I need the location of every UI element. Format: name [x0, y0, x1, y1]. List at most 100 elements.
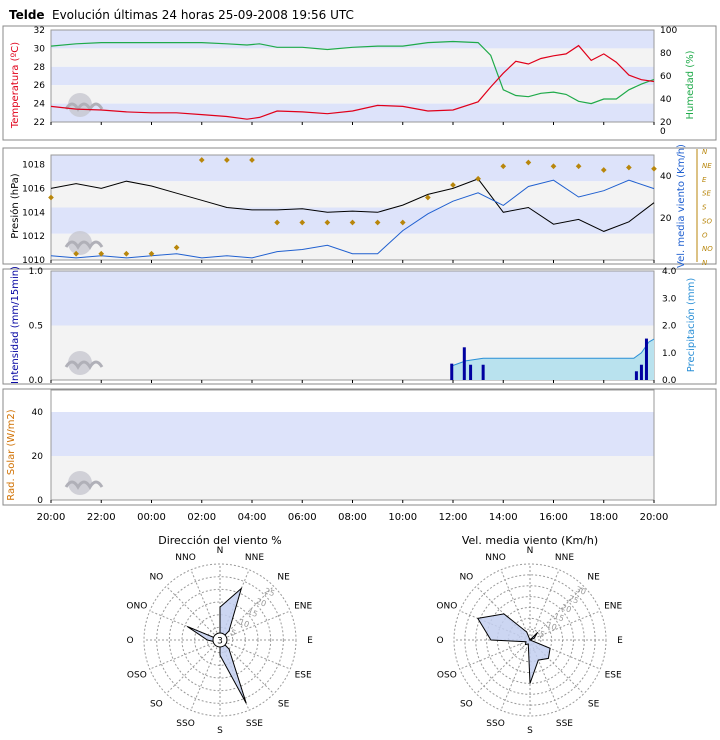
rose-spoke	[529, 585, 585, 641]
rose-spoke	[149, 639, 221, 670]
rose-ring	[168, 588, 272, 692]
wind-direction-point	[475, 175, 481, 182]
logo-watermark-icon	[64, 351, 104, 375]
radiation-axis-label: Rad. Solar (W/m2)	[6, 409, 17, 500]
logo-watermark-icon	[64, 360, 104, 370]
radiation-tick-label: 40	[32, 408, 44, 418]
humidity-tick-label: 0	[660, 127, 666, 137]
rose-ring-label: 20	[255, 597, 268, 609]
temperature-tick-labels: 22 24 26 28 30 32 020 40 60 80 100	[34, 26, 678, 137]
temperature-tick-label: 32	[34, 26, 45, 36]
temperature-band	[51, 66, 654, 86]
rose-ring	[453, 563, 607, 717]
wind-direction-tick-label: NO	[702, 245, 713, 253]
rose-ring-label: 5	[538, 629, 546, 639]
rose-ring	[475, 585, 585, 695]
rose-direction-label: ONO	[126, 602, 147, 612]
time-tick-label: 16:00	[539, 512, 568, 523]
wind-direction-tick-label: O	[702, 231, 708, 239]
wind-direction-point	[425, 194, 431, 201]
panel-temperature-humidity: 22 24 26 28 30 32 020 40 60 80 100 Temperatura (ºC…	[2, 25, 717, 141]
rose-ring	[156, 576, 284, 704]
logo-watermark-icon	[64, 480, 104, 490]
rose-direction-label: SO	[460, 700, 473, 710]
intensity-bar	[634, 371, 638, 380]
rose-direction-label: SSE	[246, 719, 263, 729]
rose-direction-label: SE	[278, 700, 290, 710]
wind-direction-point	[550, 163, 557, 170]
temperature-tick-label: 26	[34, 81, 46, 91]
wind-direction-point	[651, 165, 657, 172]
wind-direction-point	[148, 250, 155, 257]
intensity-tick-label: 1.0	[29, 267, 44, 277]
panel-precipitation: 0.0 0.5 1.0 0.0 1.0 2.0 3.0 4.0 Intensidad (mm/…	[2, 266, 717, 386]
station-name: Telde	[9, 8, 45, 22]
radiation-bands	[50, 389, 655, 503]
precip-total-tick-label: 2.0	[662, 322, 677, 332]
rose-ring-label: 30	[574, 585, 587, 597]
humidity-tick-label: 60	[660, 72, 672, 82]
rose-spoke	[529, 610, 601, 641]
wind-direction-point	[249, 157, 255, 163]
rose-spoke	[475, 639, 531, 695]
precip-total-tick-label: 4.0	[662, 267, 677, 277]
pressure-band	[51, 155, 654, 182]
time-tick-label: 18:00	[589, 512, 618, 523]
intensity-tick-label: 0.0	[29, 376, 44, 386]
intensity-tick-label: 0.5	[29, 322, 43, 332]
logo-watermark-icon	[64, 102, 104, 112]
precip-total-tick-label: 0.0	[662, 376, 677, 386]
intensity-bar	[481, 364, 485, 380]
wind-speed-tick-label: 40	[660, 172, 672, 182]
wind-direction-point	[299, 219, 306, 226]
rose-center-circle	[212, 632, 228, 648]
pressure-tick-label: 1010	[22, 256, 45, 266]
logo-watermark-icon	[64, 471, 104, 495]
wind-direction-point	[98, 250, 105, 257]
radiation-tick-label: 0	[37, 496, 43, 506]
rose-direction-label: S	[217, 726, 223, 736]
humidity-axis-label: Humedad (%)	[685, 50, 696, 119]
rose-direction-label: NO	[149, 572, 163, 582]
rose-spoke	[190, 639, 221, 711]
wind-speed-rose: Vel. media viento (Km/h) N NNE NE ENE E ESE SE…	[436, 534, 623, 736]
wind-direction-rose-title: Dirección del viento %	[158, 534, 282, 547]
wind-direction-point	[525, 159, 532, 166]
intensity-bar	[644, 338, 648, 380]
temperature-tick-label: 30	[34, 44, 46, 54]
time-tick-label: 04:00	[238, 512, 267, 523]
wind-direction-rose: Dirección del viento % NNNENEENEEESESESS…	[126, 534, 313, 736]
wind-speed-rose-plot: N NNE NE ENE E ESE SE SSE S SSO SO OSO O ONO NO NNO 5101…	[436, 546, 623, 736]
wind-direction-point	[123, 250, 130, 257]
radiation-tick-label: 20	[32, 452, 44, 462]
intensity-bar	[469, 364, 473, 380]
precipitation-tick-labels: 0.0 0.5 1.0 0.0 1.0 2.0 3.0 4.0	[29, 267, 677, 386]
time-tick-label: 20:00	[640, 512, 669, 523]
rose-ring-label: 25	[567, 594, 580, 606]
rose-direction-label: ESE	[605, 670, 622, 680]
rose-direction-label: E	[617, 636, 623, 646]
wind-direction-point	[198, 157, 205, 163]
humidity-tick-label: 40	[660, 95, 672, 105]
time-tick-label: 02:00	[187, 512, 216, 523]
pressure-band	[51, 181, 654, 208]
rose-spoke	[165, 639, 221, 695]
time-tick-label: 08:00	[338, 512, 367, 523]
rose-ring-label: 15	[553, 611, 566, 623]
precip-total-tick-label: 3.0	[662, 294, 677, 304]
wind-direction-tick-label: SO	[702, 217, 712, 225]
rose-direction-label: O	[126, 636, 133, 646]
wind-direction-tick-label: SE	[702, 190, 711, 198]
precip-total-axis-label: Precipitación (mm)	[685, 278, 697, 373]
temperature-humidity-lines	[50, 40, 655, 120]
rose-direction-label: NNO	[485, 553, 506, 563]
wind-direction-point	[173, 244, 180, 251]
rose-direction-label: ENE	[294, 602, 312, 612]
rose-direction-label: OSO	[127, 670, 147, 680]
time-axis: 20:00 22:00 00:00 02:00 04:00 06:00 08:00 10:00…	[37, 512, 669, 523]
rose-direction-label: SSO	[176, 719, 195, 729]
rose-direction-label: SSE	[556, 719, 573, 729]
temperature-tick-label: 28	[34, 63, 46, 73]
rose-ring	[143, 563, 297, 717]
rose-direction-label: ESE	[295, 670, 312, 680]
